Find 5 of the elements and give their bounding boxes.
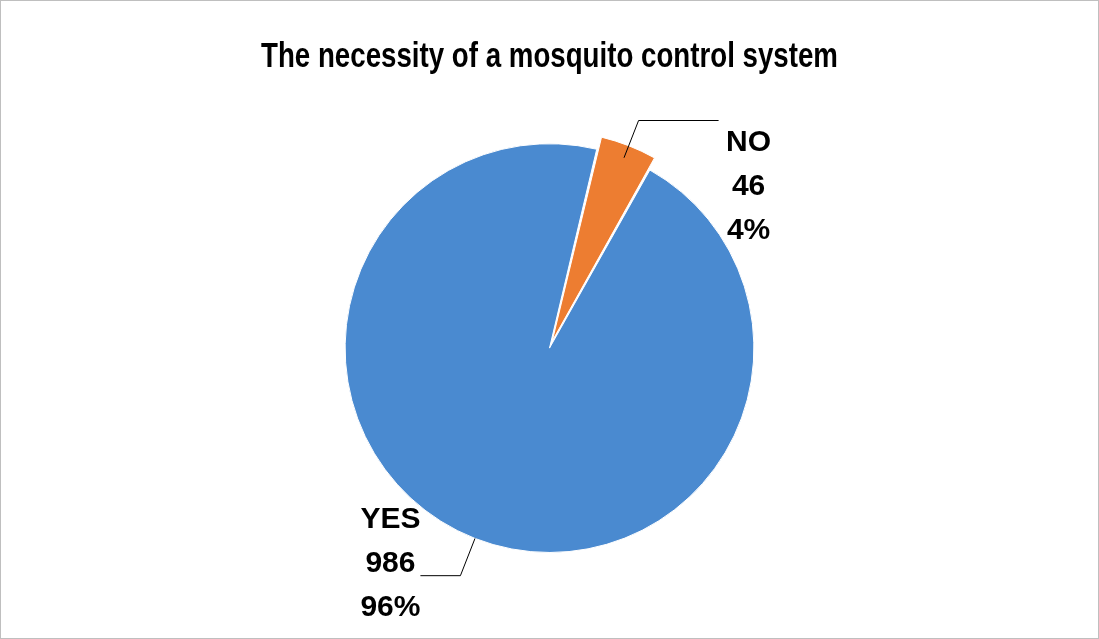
- data-label: 46 4%: [726, 168, 771, 246]
- slice-label: NO: [726, 124, 772, 158]
- slice-label: YES: [360, 501, 421, 535]
- chart-title: The necessity of a mosquito control system: [261, 34, 838, 75]
- data-label: 986 96%: [360, 545, 421, 623]
